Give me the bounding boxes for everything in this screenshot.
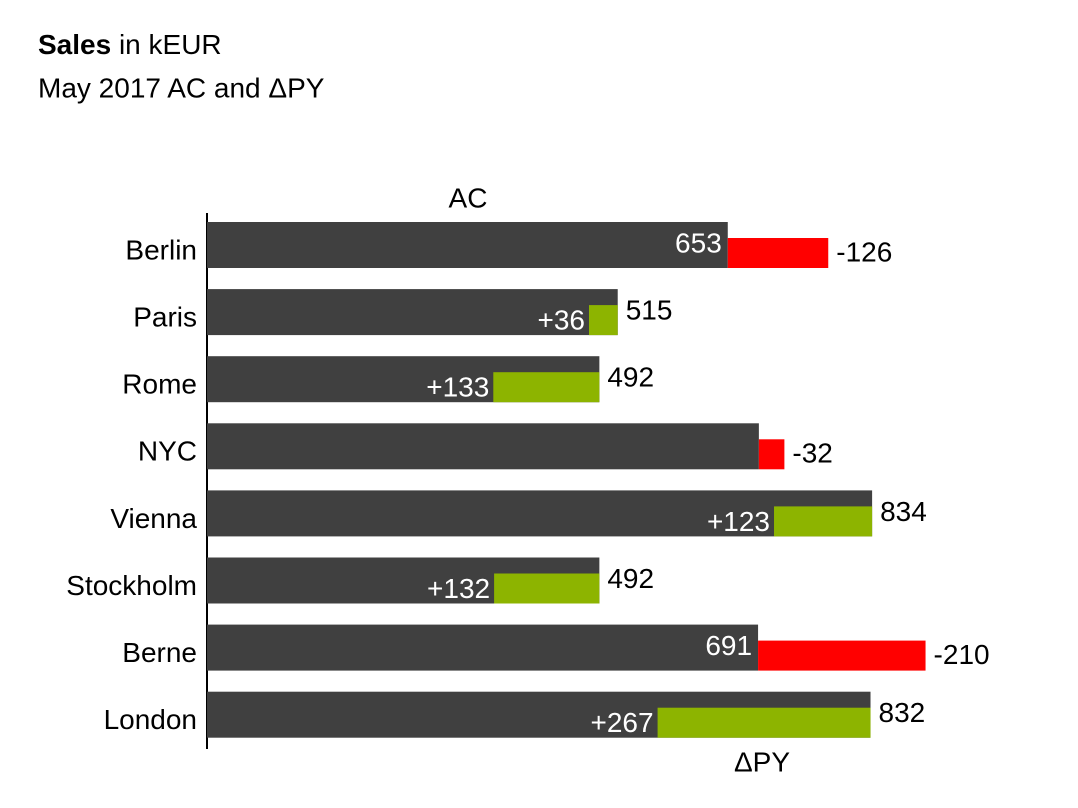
delta-label: +132 [427,573,490,604]
delta-label: +36 [538,304,586,335]
chart-subtitle: May 2017 AC and ΔPY [38,72,325,103]
category-label: Berne [122,637,197,668]
delta-label: +133 [426,372,489,403]
ac-bar [207,624,759,671]
delta-bar [493,372,600,403]
delta-bar [657,707,871,738]
category-label: NYC [138,436,197,467]
ac-bar [207,222,728,268]
ac-label: 834 [880,496,927,527]
delta-bar [727,238,829,268]
ac-label: 653 [675,227,722,258]
ac-bar [207,289,618,336]
ac-label: 492 [607,362,654,393]
delta-label: +267 [591,707,654,738]
title-bold: Sales [38,29,111,60]
delta-bar [589,305,618,336]
ac-header: AC [449,182,488,213]
delta-bar [774,506,873,537]
title-rest: in kEUR [119,29,222,60]
category-label: Stockholm [66,570,197,601]
delta-label: -210 [934,639,990,670]
category-label: London [104,704,197,735]
ac-bar [207,423,759,470]
delta-label: -32 [792,438,832,469]
delta-bar [494,573,600,604]
category-label: Paris [133,301,197,332]
category-label: Berlin [125,234,197,265]
delta-label: +123 [707,506,770,537]
category-label: Vienna [110,503,197,534]
category-label: Rome [122,369,197,400]
ac-label: 515 [626,294,673,325]
ac-bar [207,490,873,537]
ac-label: 691 [705,630,752,661]
delta-header: ΔPY [734,746,790,777]
delta-bar [758,640,926,671]
chart-title: Sales in kEUR [38,29,222,60]
ac-label: 832 [879,697,926,728]
delta-bar [758,439,785,470]
delta-label: -126 [836,236,892,267]
ac-label: 492 [607,563,654,594]
